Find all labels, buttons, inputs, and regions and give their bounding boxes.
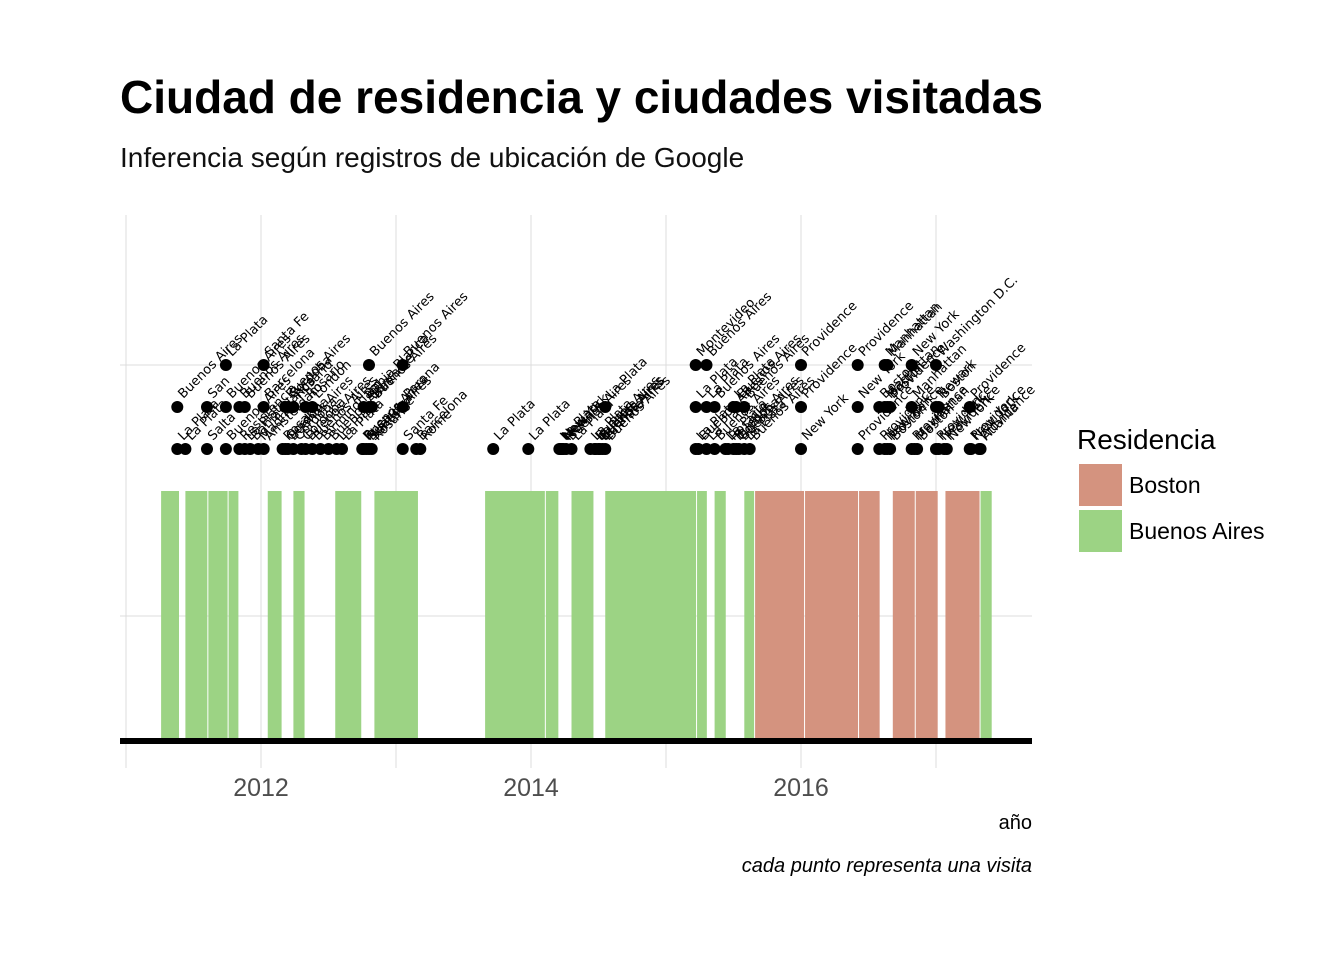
legend-label-boston: Boston <box>1129 472 1201 498</box>
residence-bar <box>374 491 418 741</box>
residence-bar <box>293 491 305 741</box>
x-axis-label: año <box>999 812 1032 834</box>
legend: Residencia Boston Buenos Aires <box>1077 424 1265 552</box>
visit-dot <box>287 401 300 413</box>
visit-dot <box>565 443 578 455</box>
visit-dot <box>201 401 213 413</box>
visit-dot <box>363 359 375 371</box>
x-tick-label: 2014 <box>503 774 559 802</box>
visit-dot <box>201 443 213 455</box>
visit-dot <box>396 359 409 371</box>
visit-dot <box>974 443 987 455</box>
residence-bar <box>859 491 880 741</box>
visit-dot <box>689 401 702 413</box>
visit-dot <box>171 401 184 413</box>
residence-bar <box>605 491 697 741</box>
visit-dot <box>795 401 807 413</box>
visit-dot <box>257 443 270 455</box>
residence-bar <box>945 491 980 741</box>
residence-bar <box>485 491 545 741</box>
residence-bar <box>208 491 228 741</box>
visit-dot <box>336 443 348 455</box>
residence-bar <box>545 491 559 741</box>
visit-dot <box>963 401 976 413</box>
visit-dot <box>884 443 897 455</box>
visit-dots <box>171 359 987 455</box>
visit-dot <box>689 359 702 371</box>
x-tick-label: 2012 <box>233 774 289 802</box>
visit-dot <box>599 443 612 455</box>
residence-bar <box>185 491 208 741</box>
visit-dot <box>257 401 270 413</box>
visit-dot <box>365 401 378 413</box>
residence-bar <box>805 491 859 741</box>
visit-dot <box>219 443 232 455</box>
visit-dot <box>522 443 535 455</box>
residence-bar <box>892 491 915 741</box>
residence-bar <box>267 491 282 741</box>
legend-title: Residencia <box>1077 424 1216 455</box>
residence-bar <box>697 491 707 741</box>
residence-bar <box>755 491 805 741</box>
chart-title: Ciudad de residencia y ciudades visitada… <box>120 71 1043 123</box>
visit-dot <box>905 359 918 371</box>
visit-dot <box>179 443 192 455</box>
visit-dot <box>487 443 500 455</box>
visit-dot <box>884 401 897 413</box>
visit-dot <box>738 401 751 413</box>
residence-bar <box>161 491 179 741</box>
visit-dot <box>851 359 864 371</box>
visit-dot <box>795 359 807 371</box>
visit-dot <box>219 359 232 371</box>
visit-dot <box>700 359 713 371</box>
x-tick-label: 2016 <box>773 774 829 802</box>
residence-bar <box>915 491 938 741</box>
visit-dot <box>414 443 427 455</box>
visit-dot <box>365 443 378 455</box>
visit-dot <box>219 401 232 413</box>
visit-dot <box>396 401 409 413</box>
chart-subtitle: Inferencia según registros de ubicación … <box>120 142 744 173</box>
residence-bar <box>714 491 726 741</box>
residence-bar <box>228 491 239 741</box>
residence-bar <box>980 491 992 741</box>
legend-swatch-buenos-aires <box>1079 510 1122 552</box>
residence-bar <box>335 491 362 741</box>
visit-dot <box>599 401 612 413</box>
residence-bars <box>161 491 992 741</box>
visit-dot <box>881 359 894 371</box>
visit-dot <box>930 359 942 371</box>
visit-dot <box>306 401 319 413</box>
visit-dot <box>851 443 864 455</box>
visit-dot <box>396 443 409 455</box>
x-axis-ticks: 2012 2014 2016 <box>233 774 829 802</box>
visit-dot <box>851 401 864 413</box>
visit-dot <box>708 443 721 455</box>
visit-dot <box>911 443 924 455</box>
visit-dot <box>238 401 251 413</box>
visit-dot <box>932 401 945 413</box>
visit-dot <box>905 401 918 413</box>
visit-dot <box>795 443 807 455</box>
visit-dot <box>257 359 270 371</box>
residence-bar <box>744 491 755 741</box>
visit-dot <box>743 443 756 455</box>
visit-dot <box>708 401 721 413</box>
visit-dot <box>940 443 953 455</box>
residence-bar <box>571 491 594 741</box>
legend-swatch-boston <box>1079 464 1122 506</box>
legend-label-buenos-aires: Buenos Aires <box>1129 518 1265 544</box>
chart-caption: cada punto representa una visita <box>742 855 1032 877</box>
